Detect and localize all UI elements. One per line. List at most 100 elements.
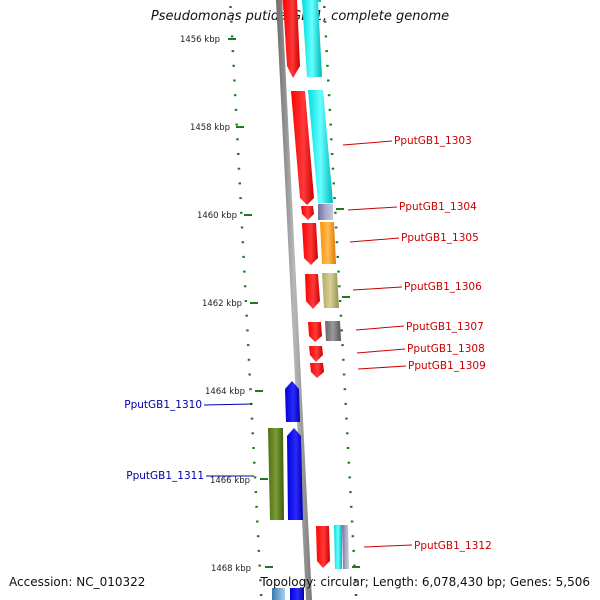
genome-title: Pseudomonas putida GB-1, complete genome — [150, 9, 450, 24]
ruler-tick — [240, 211, 243, 214]
cds-feature[interactable] — [310, 363, 324, 378]
ruler-tick — [259, 594, 263, 596]
cds-feature[interactable] — [287, 428, 303, 520]
cds-feature[interactable] — [301, 206, 314, 220]
ruler-tick — [342, 358, 345, 361]
ruler-tick — [234, 108, 238, 111]
gene-feature[interactable] — [302, 0, 322, 77]
topology-text: Topology: circular; Length: 6,078,430 bp… — [260, 575, 590, 589]
gene-label[interactable]: PputGB1_1311 — [126, 470, 204, 482]
ruler-tick — [327, 94, 331, 97]
ruler-tick — [348, 476, 351, 479]
ruler-tick — [259, 579, 262, 582]
leader-line — [203, 403, 253, 406]
ruler-label: 1464 kbp — [205, 387, 245, 397]
gene-label[interactable]: PputGB1_1312 — [414, 540, 492, 552]
ruler-label: 1456 kbp — [180, 35, 220, 45]
gene-label[interactable]: PputGB1_1304 — [399, 201, 477, 213]
ruler-tick — [342, 296, 350, 298]
ruler-tick — [260, 478, 268, 480]
ruler-tick — [353, 564, 356, 567]
cds-feature[interactable] — [309, 346, 323, 362]
ruler-tick — [250, 417, 254, 420]
leader-line — [349, 237, 400, 243]
ruler-tick — [333, 197, 336, 200]
ruler-tick — [233, 94, 237, 97]
ruler-tick — [328, 108, 332, 111]
ruler-tick — [237, 167, 241, 170]
ruler-tick — [340, 329, 343, 332]
gene-label[interactable]: PputGB1_1305 — [401, 232, 479, 244]
ruler-tick — [339, 314, 343, 317]
ruler-tick — [327, 79, 330, 82]
gene-label[interactable]: PputGB1_1307 — [406, 321, 484, 333]
ruler-tick — [246, 344, 250, 347]
cds-feature[interactable] — [305, 274, 320, 309]
gene-feature[interactable] — [342, 525, 349, 569]
leader-line — [352, 286, 403, 291]
ruler-tick — [330, 153, 334, 155]
ruler-tick — [253, 476, 257, 479]
ruler-tick — [352, 549, 355, 552]
ruler-tick — [354, 579, 357, 582]
ruler-tick — [323, 6, 326, 8]
gene-feature[interactable] — [308, 90, 333, 203]
genome-backbone — [276, 0, 312, 600]
ruler-tick — [243, 270, 246, 273]
cds-feature[interactable] — [285, 381, 300, 422]
gene-feature[interactable] — [334, 525, 342, 569]
ruler-tick — [345, 417, 348, 420]
ruler-tick — [246, 329, 249, 332]
leader-line — [357, 365, 407, 370]
cds-feature[interactable] — [283, 0, 300, 78]
ruler-tick — [337, 270, 340, 273]
gene-label[interactable]: PputGB1_1303 — [394, 135, 472, 147]
gene-feature[interactable] — [268, 428, 284, 520]
ruler-tick — [350, 520, 354, 523]
ruler-tick — [255, 505, 258, 508]
cds-feature[interactable] — [302, 223, 318, 265]
ruler-tick — [241, 241, 245, 244]
ruler-tick — [240, 226, 244, 229]
ruler-tick — [229, 6, 232, 8]
gene-label[interactable]: PputGB1_1310 — [124, 399, 202, 411]
ruler-tick — [330, 138, 333, 141]
ruler-tick — [253, 461, 256, 464]
ruler-tick — [244, 300, 248, 302]
gene-feature[interactable] — [272, 588, 285, 600]
ruler-tick — [238, 182, 241, 185]
ruler-tick — [245, 314, 248, 317]
ruler-tick — [256, 535, 260, 538]
gene-feature[interactable] — [322, 273, 339, 308]
ruler-tick — [334, 211, 337, 214]
ruler-tick — [255, 390, 263, 392]
cds-feature[interactable] — [308, 322, 322, 342]
gene-feature[interactable] — [320, 222, 336, 264]
ruler-label: 1462 kbp — [202, 299, 242, 309]
gene-feature[interactable] — [318, 204, 333, 220]
cds-feature[interactable] — [316, 526, 330, 568]
ruler-tick — [247, 358, 251, 361]
ruler-tick — [233, 79, 236, 82]
leader-line — [363, 544, 413, 548]
cds-feature[interactable] — [290, 588, 304, 600]
ruler-tick — [323, 20, 327, 23]
ruler-tick — [324, 35, 328, 38]
ruler-tick — [352, 566, 360, 568]
label-leaders — [203, 140, 413, 548]
ruler-tick — [326, 64, 329, 67]
gene-label[interactable]: PputGB1_1309 — [408, 360, 486, 372]
ruler-label: 1468 kbp — [211, 564, 251, 574]
gene-label[interactable]: PputGB1_1306 — [404, 281, 482, 293]
ruler-tick — [342, 373, 346, 376]
gene-feature[interactable] — [325, 321, 341, 341]
ruler-tick — [232, 64, 235, 67]
ruler-tick — [347, 461, 351, 464]
ruler-label: 1466 kbp — [210, 476, 250, 486]
ruler-tick — [235, 123, 238, 126]
cds-feature[interactable] — [291, 91, 314, 205]
gene-label[interactable]: PputGB1_1308 — [407, 343, 485, 355]
ruler-tick — [331, 167, 335, 170]
ruler-tick — [336, 255, 339, 258]
